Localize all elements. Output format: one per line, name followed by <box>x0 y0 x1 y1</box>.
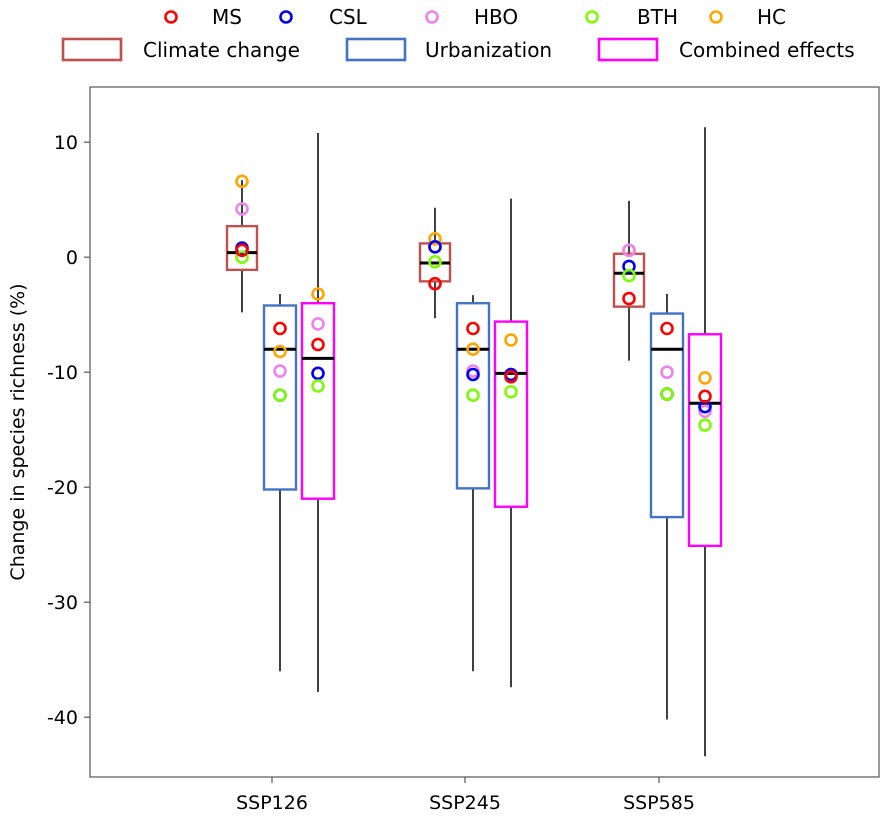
point-bth <box>235 250 249 265</box>
y-tick-label: -40 <box>47 707 78 729</box>
point-csl <box>622 259 636 274</box>
point-hbo <box>622 243 636 258</box>
point-ms <box>273 321 287 336</box>
point-hc <box>698 371 712 385</box>
point-ms <box>466 321 480 336</box>
point-csl <box>311 366 325 381</box>
y-tick-label: 0 <box>66 247 78 269</box>
point-hbo <box>235 202 249 216</box>
point-csl <box>466 367 480 382</box>
legend-label-csl: CSL <box>329 5 368 29</box>
point-bth <box>273 388 287 403</box>
point-ms <box>504 369 518 384</box>
legend-marker-bth <box>585 10 599 24</box>
box-ssp585-urbanization <box>649 294 685 720</box>
y-tick-label: -30 <box>47 592 78 614</box>
box-body <box>300 302 336 500</box>
legend-label-hc: HC <box>757 5 786 29</box>
box-ssp126-combined-effects <box>300 133 336 692</box>
box-ssp245-climate-change <box>418 207 452 319</box>
point-ms <box>311 337 325 352</box>
box-ssp245-combined-effects <box>493 198 529 688</box>
point-ms <box>622 291 636 306</box>
point-hbo <box>660 365 674 380</box>
x-tick-label: SSP245 <box>429 792 501 814</box>
x-axis: SSP126 SSP245 SSP585 <box>236 777 695 814</box>
box-body <box>455 302 491 490</box>
point-bth <box>698 418 712 432</box>
y-tick-label: -20 <box>47 477 78 499</box>
legend-box-climate-change <box>61 37 123 62</box>
point-bth <box>504 384 518 399</box>
legend-label-ms: MS <box>212 5 242 29</box>
point-ms <box>235 243 249 258</box>
point-ms <box>698 389 712 404</box>
point-bth <box>311 379 325 393</box>
legend-boxes: Climate change Urbanization Combined effec… <box>61 37 855 62</box>
point-bth <box>428 254 442 269</box>
box-body <box>493 320 529 508</box>
point-ms <box>660 321 674 336</box>
point-bth <box>660 387 674 401</box>
box-ssp245-urbanization <box>455 295 491 672</box>
point-hc <box>273 344 287 359</box>
box-body <box>687 333 723 548</box>
y-tick-label: 10 <box>54 132 78 154</box>
point-ms <box>428 276 442 291</box>
y-tick-label: -10 <box>47 362 78 384</box>
y-axis-label: Change in species richness (%) <box>7 283 29 580</box>
x-tick-label: SSP585 <box>623 792 695 814</box>
box-ssp126-climate-change <box>225 174 259 313</box>
box-body <box>262 304 298 491</box>
legend-box-urbanization <box>345 37 407 62</box>
point-hc <box>311 287 325 301</box>
legend-marker-csl <box>279 10 293 24</box>
box-ssp126-urbanization <box>262 294 298 672</box>
box-ssp585-combined-effects <box>687 127 723 757</box>
point-hc <box>504 333 518 347</box>
point-bth <box>466 388 480 403</box>
box-body <box>612 252 646 308</box>
boxes <box>225 127 723 757</box>
point-hbo <box>311 317 325 331</box>
legend-label-hbo: HBO <box>474 5 518 29</box>
legend-box-label: Climate change <box>143 38 300 62</box>
x-tick-label: SSP126 <box>236 792 308 814</box>
legend-box-label: Combined effects <box>679 38 855 62</box>
point-hbo <box>698 404 712 419</box>
legend-marker-hbo <box>425 10 439 24</box>
legend-box-combined-effects <box>597 37 659 62</box>
point-hc <box>466 342 480 357</box>
legend-marker-hc <box>709 10 723 24</box>
point-hbo <box>273 364 287 378</box>
point-csl <box>428 240 442 254</box>
point-bth <box>622 268 636 283</box>
point-hc <box>235 174 249 189</box>
box-ssp585-climate-change <box>612 200 646 361</box>
legend-box-label: Urbanization <box>425 38 552 62</box>
plot-frame <box>89 86 880 778</box>
box-body <box>649 312 685 519</box>
legend-points: MS CSL HBO BTH HC <box>164 5 786 29</box>
point-hc <box>428 232 442 246</box>
legend-marker-ms <box>164 10 178 24</box>
legend-label-bth: BTH <box>637 5 678 29</box>
box-body <box>225 224 259 272</box>
y-axis: 10 0 -10 -20 -30 -40 <box>47 132 90 729</box>
